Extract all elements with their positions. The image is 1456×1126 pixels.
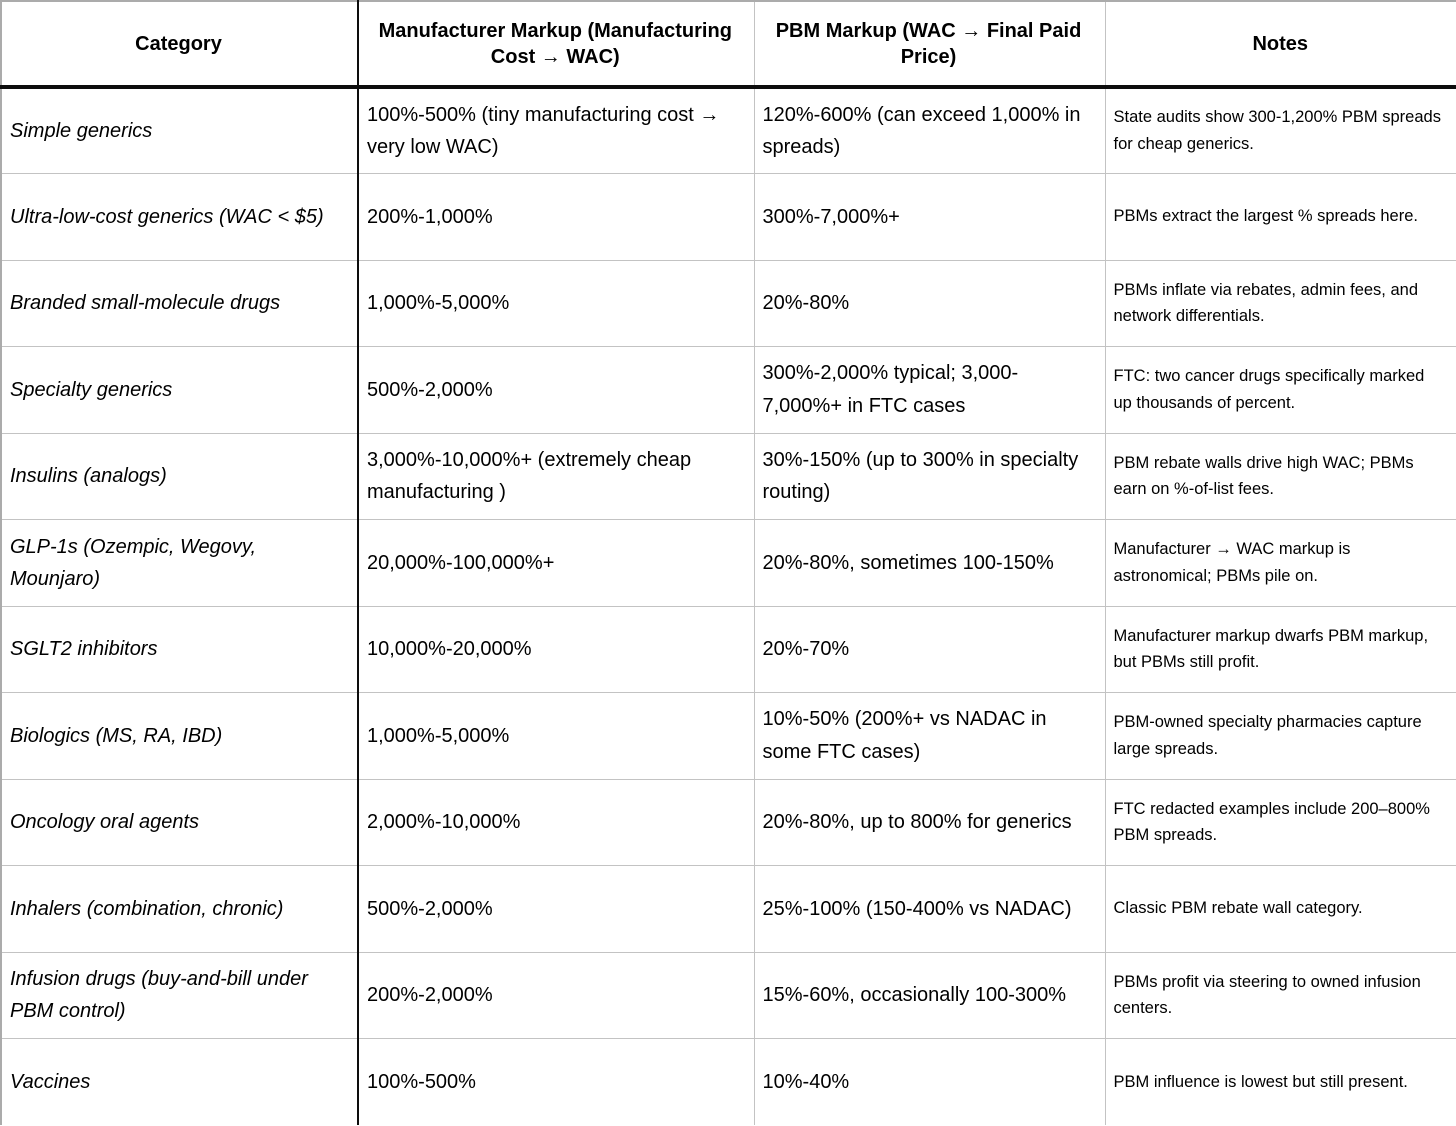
- manufacturer-markup-cell: 3,000%-10,000%+ (extremely cheap manufac…: [357, 432, 755, 520]
- column-header-category: Category: [0, 0, 359, 89]
- category-cell: Specialty generics: [0, 346, 359, 434]
- manufacturer-markup-cell: 500%-2,000%: [357, 865, 755, 953]
- pbm-markup-cell: 20%-80%, sometimes 100-150%: [753, 519, 1106, 607]
- category-cell: Vaccines: [0, 1038, 359, 1125]
- category-cell: Insulins (analogs): [0, 432, 359, 520]
- manufacturer-markup-cell: 20,000%-100,000%+: [357, 519, 755, 607]
- manufacturer-markup-cell: 500%-2,000%: [357, 346, 755, 434]
- table-row: Infusion drugs (buy-and-bill under PBM c…: [0, 951, 1456, 1039]
- notes-cell: Manufacturer markup dwarfs PBM markup, b…: [1104, 605, 1456, 693]
- table-body: Simple generics 100%-500% (tiny manufactu…: [0, 86, 1456, 1125]
- category-cell: Simple generics: [0, 86, 359, 174]
- pbm-markup-cell: 300%-7,000%+: [753, 173, 1106, 261]
- category-cell: SGLT2 inhibitors: [0, 605, 359, 693]
- category-cell: Inhalers (combination, chronic): [0, 865, 359, 953]
- manufacturer-markup-cell: 1,000%-5,000%: [357, 692, 755, 780]
- header-row: Category Manufacturer Markup (Manufactur…: [0, 0, 1456, 89]
- table-row: Branded small-molecule drugs 1,000%-5,000…: [0, 259, 1456, 347]
- pbm-markup-cell: 20%-70%: [753, 605, 1106, 693]
- notes-cell: PBM influence is lowest but still presen…: [1104, 1038, 1456, 1125]
- pbm-markup-cell: 10%-50% (200%+ vs NADAC in some FTC case…: [753, 692, 1106, 780]
- manufacturer-markup-cell: 10,000%-20,000%: [357, 605, 755, 693]
- notes-cell: Classic PBM rebate wall category.: [1104, 865, 1456, 953]
- notes-cell: PBMs inflate via rebates, admin fees, an…: [1104, 259, 1456, 347]
- category-cell: GLP-1s (Ozempic, Wegovy, Mounjaro): [0, 519, 359, 607]
- pbm-markup-cell: 25%-100% (150-400% vs NADAC): [753, 865, 1106, 953]
- pbm-markup-cell: 30%-150% (up to 300% in specialty routin…: [753, 432, 1106, 520]
- table-row: Oncology oral agents 2,000%-10,000% 20%-80…: [0, 778, 1456, 866]
- notes-cell: State audits show 300-1,200% PBM spreads…: [1104, 86, 1456, 174]
- category-cell: Branded small-molecule drugs: [0, 259, 359, 347]
- manufacturer-markup-cell: 1,000%-5,000%: [357, 259, 755, 347]
- pbm-markup-cell: 120%-600% (can exceed 1,000% in spreads): [753, 86, 1106, 174]
- column-header-pbm-markup: PBM Markup (WAC → Final Paid Price): [753, 0, 1106, 89]
- notes-cell: PBMs extract the largest % spreads here.: [1104, 173, 1456, 261]
- table-row: Vaccines 100%-500% 10%-40% PBM influence is…: [0, 1038, 1456, 1125]
- table-row: Simple generics 100%-500% (tiny manufactu…: [0, 86, 1456, 174]
- category-cell: Oncology oral agents: [0, 778, 359, 866]
- notes-cell: PBM-owned specialty pharmacies capture l…: [1104, 692, 1456, 780]
- manufacturer-markup-cell: 200%-2,000%: [357, 951, 755, 1039]
- manufacturer-markup-cell: 2,000%-10,000%: [357, 778, 755, 866]
- category-cell: Biologics (MS, RA, IBD): [0, 692, 359, 780]
- category-cell: Ultra-low-cost generics (WAC < $5): [0, 173, 359, 261]
- notes-cell: PBMs profit via steering to owned infusi…: [1104, 951, 1456, 1039]
- notes-cell: FTC: two cancer drugs specifically marke…: [1104, 346, 1456, 434]
- column-header-manufacturer-markup: Manufacturer Markup (Manufacturing Cost …: [357, 0, 755, 89]
- table-row: Inhalers (combination, chronic) 500%-2,00…: [0, 865, 1456, 953]
- notes-cell: PBM rebate walls drive high WAC; PBMs ea…: [1104, 432, 1456, 520]
- table-row: SGLT2 inhibitors 10,000%-20,000% 20%-70% Ma…: [0, 605, 1456, 693]
- column-header-notes: Notes: [1104, 0, 1456, 89]
- table-row: Insulins (analogs) 3,000%-10,000%+ (extre…: [0, 432, 1456, 520]
- manufacturer-markup-cell: 200%-1,000%: [357, 173, 755, 261]
- table-row: Specialty generics 500%-2,000% 300%-2,000%…: [0, 346, 1456, 434]
- table-row: Biologics (MS, RA, IBD) 1,000%-5,000% 10%-…: [0, 692, 1456, 780]
- pbm-markup-cell: 20%-80%: [753, 259, 1106, 347]
- category-cell: Infusion drugs (buy-and-bill under PBM c…: [0, 951, 359, 1039]
- table-header: Category Manufacturer Markup (Manufactur…: [0, 0, 1456, 89]
- notes-cell: FTC redacted examples include 200–800% P…: [1104, 778, 1456, 866]
- manufacturer-markup-cell: 100%-500%: [357, 1038, 755, 1125]
- table-row: GLP-1s (Ozempic, Wegovy, Mounjaro) 20,000…: [0, 519, 1456, 607]
- pbm-markup-cell: 15%-60%, occasionally 100-300%: [753, 951, 1106, 1039]
- pbm-markup-cell: 10%-40%: [753, 1038, 1106, 1125]
- table-row: Ultra-low-cost generics (WAC < $5) 200%-1…: [0, 173, 1456, 261]
- manufacturer-markup-cell: 100%-500% (tiny manufacturing cost → ver…: [357, 86, 755, 174]
- notes-cell: Manufacturer → WAC markup is astronomica…: [1104, 519, 1456, 607]
- pbm-markup-cell: 20%-80%, up to 800% for generics: [753, 778, 1106, 866]
- pbm-markup-cell: 300%-2,000% typical; 3,000-7,000%+ in FT…: [753, 346, 1106, 434]
